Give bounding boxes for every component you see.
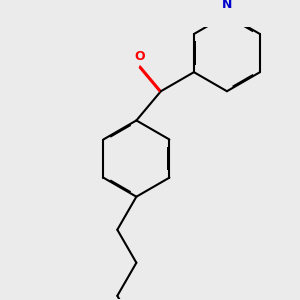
Text: N: N (222, 0, 232, 11)
Text: O: O (135, 50, 146, 63)
